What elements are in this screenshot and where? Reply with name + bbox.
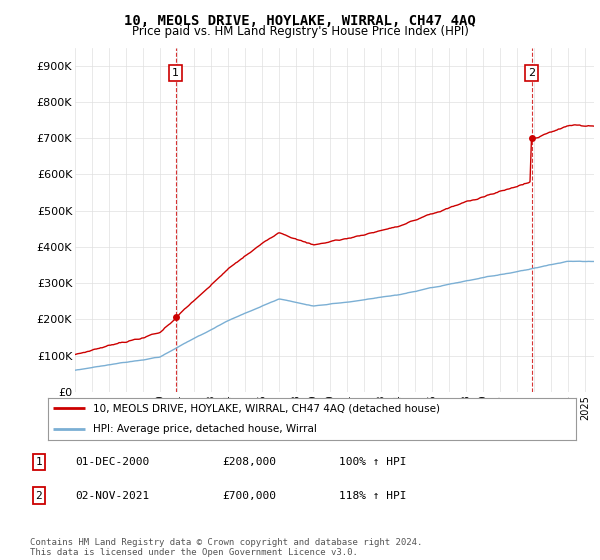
Text: 100% ↑ HPI: 100% ↑ HPI [339, 457, 407, 467]
Text: 02-NOV-2021: 02-NOV-2021 [75, 491, 149, 501]
Text: 10, MEOLS DRIVE, HOYLAKE, WIRRAL, CH47 4AQ: 10, MEOLS DRIVE, HOYLAKE, WIRRAL, CH47 4… [124, 14, 476, 28]
Text: £700,000: £700,000 [222, 491, 276, 501]
Text: 118% ↑ HPI: 118% ↑ HPI [339, 491, 407, 501]
Text: Price paid vs. HM Land Registry's House Price Index (HPI): Price paid vs. HM Land Registry's House … [131, 25, 469, 38]
Text: 2: 2 [528, 68, 535, 78]
Text: 2: 2 [35, 491, 43, 501]
Text: £208,000: £208,000 [222, 457, 276, 467]
Text: 1: 1 [35, 457, 43, 467]
Text: HPI: Average price, detached house, Wirral: HPI: Average price, detached house, Wirr… [93, 424, 317, 434]
Text: 1: 1 [172, 68, 179, 78]
Text: 01-DEC-2000: 01-DEC-2000 [75, 457, 149, 467]
Text: Contains HM Land Registry data © Crown copyright and database right 2024.
This d: Contains HM Land Registry data © Crown c… [30, 538, 422, 557]
Text: 10, MEOLS DRIVE, HOYLAKE, WIRRAL, CH47 4AQ (detached house): 10, MEOLS DRIVE, HOYLAKE, WIRRAL, CH47 4… [93, 403, 440, 413]
